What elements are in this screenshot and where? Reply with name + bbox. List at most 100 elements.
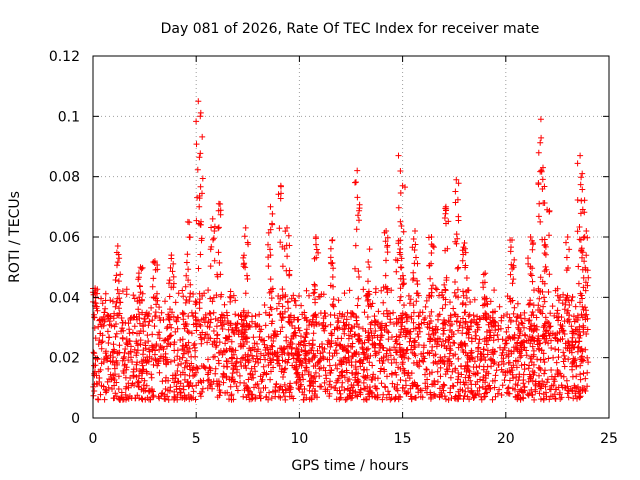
data-point: [265, 396, 272, 403]
data-point: [365, 329, 372, 336]
data-point: [465, 313, 472, 320]
data-point: [546, 232, 552, 239]
data-point: [387, 310, 393, 317]
data-point: [127, 316, 134, 323]
data-point: [460, 396, 467, 402]
data-point: [471, 394, 478, 401]
data-point: [365, 288, 372, 295]
data-point: [502, 340, 509, 347]
data-point: [334, 319, 341, 326]
data-point: [347, 343, 354, 350]
data-point: [355, 324, 362, 331]
data-point: [528, 272, 535, 279]
data-point: [251, 340, 258, 347]
data-point: [208, 316, 214, 323]
data-point: [209, 215, 216, 222]
data-point: [377, 323, 383, 330]
data-point: [128, 343, 134, 350]
data-point: [131, 323, 138, 330]
data-point: [356, 274, 362, 280]
data-point: [505, 324, 512, 331]
data-point: [288, 335, 295, 342]
data-point: [489, 378, 496, 384]
data-point: [143, 382, 150, 389]
data-point: [312, 282, 318, 289]
data-point: [267, 304, 274, 311]
data-point: [367, 321, 374, 328]
data-point: [187, 380, 194, 386]
data-point: [240, 393, 247, 400]
data-point: [434, 368, 441, 375]
data-point: [197, 150, 204, 157]
data-point: [487, 298, 494, 305]
data-point: [505, 353, 512, 360]
data-point: [277, 310, 284, 317]
data-point: [196, 290, 203, 297]
data-point: [158, 390, 165, 397]
data-point: [164, 343, 170, 350]
data-point: [447, 299, 453, 306]
data-point: [570, 313, 577, 320]
data-point: [299, 311, 306, 318]
data-point: [525, 378, 532, 385]
data-point: [288, 393, 295, 400]
data-point: [282, 358, 289, 365]
data-point: [326, 362, 333, 369]
data-point: [183, 321, 190, 328]
data-point: [568, 349, 575, 356]
data-point: [146, 396, 152, 403]
data-point: [183, 259, 190, 266]
data-point: [190, 373, 197, 379]
data-point: [583, 252, 590, 259]
data-point: [283, 242, 290, 249]
data-point: [254, 381, 261, 387]
data-point: [566, 246, 573, 253]
grid-lines: [93, 56, 609, 418]
data-point: [275, 393, 282, 400]
data-point: [455, 344, 462, 351]
data-point: [206, 324, 213, 331]
data-point: [413, 290, 420, 297]
data-point: [353, 226, 360, 233]
data-point: [435, 316, 441, 323]
data-point: [476, 336, 483, 343]
data-point: [248, 365, 255, 372]
data-point: [324, 341, 331, 348]
data-point: [442, 337, 449, 344]
data-point: [215, 360, 222, 367]
data-point: [442, 371, 449, 378]
chart-title: Day 081 of 2026, Rate Of TEC Index for r…: [161, 21, 540, 37]
data-point: [376, 340, 383, 347]
data-point: [151, 351, 158, 358]
data-point: [322, 386, 329, 393]
data-point: [273, 381, 280, 388]
data-point: [368, 376, 375, 383]
data-point: [578, 197, 585, 204]
data-point: [484, 328, 490, 335]
data-point: [322, 323, 329, 330]
data-point: [447, 385, 454, 392]
data-point: [526, 317, 533, 324]
data-point: [405, 355, 412, 362]
data-point: [499, 382, 506, 389]
data-point: [214, 394, 221, 401]
data-point: [167, 264, 174, 271]
data-point: [353, 317, 360, 324]
data-point: [135, 276, 142, 283]
data-point: [397, 168, 404, 174]
data-point: [400, 384, 406, 391]
data-point: [229, 370, 236, 377]
data-point: [286, 383, 293, 390]
data-point: [518, 352, 525, 359]
data-point: [442, 210, 449, 217]
data-point: [360, 286, 367, 293]
data-point: [312, 378, 319, 385]
data-point: [185, 349, 192, 356]
data-point: [232, 297, 239, 304]
data-point: [207, 319, 214, 326]
data-point: [462, 249, 469, 256]
data-point: [169, 309, 175, 316]
data-point: [428, 289, 435, 296]
data-point: [268, 368, 274, 375]
data-point: [585, 359, 592, 366]
